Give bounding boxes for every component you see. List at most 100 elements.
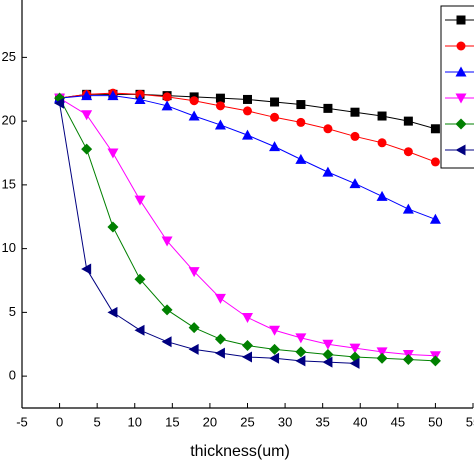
marker	[376, 347, 388, 358]
x-tick-label: 30	[278, 414, 292, 429]
series-line	[59, 103, 356, 364]
y-tick-label: 0	[9, 368, 16, 383]
x-axis-label: thickness(um)	[190, 443, 290, 460]
x-tick-label: 20	[203, 414, 217, 429]
marker	[349, 178, 361, 189]
marker	[429, 355, 441, 367]
marker	[107, 90, 119, 101]
x-tick-label: 25	[240, 414, 254, 429]
marker	[350, 131, 360, 141]
marker	[430, 124, 440, 134]
marker	[54, 92, 66, 104]
marker	[402, 203, 414, 214]
x-tick-label: 50	[428, 414, 442, 429]
marker	[107, 221, 119, 233]
marker	[54, 97, 65, 109]
marker	[134, 324, 145, 336]
marker	[377, 111, 387, 121]
marker	[349, 343, 361, 354]
marker	[188, 343, 199, 355]
marker	[214, 333, 226, 345]
marker	[269, 325, 281, 336]
marker	[189, 96, 199, 106]
x-tick-label: -5	[16, 414, 28, 429]
marker	[161, 100, 173, 111]
y-tick-label: 25	[2, 49, 16, 64]
marker	[455, 93, 467, 104]
marker	[323, 103, 333, 113]
marker	[403, 147, 413, 157]
marker	[295, 153, 307, 164]
marker	[322, 348, 334, 360]
marker	[214, 347, 225, 359]
marker	[455, 66, 467, 77]
marker	[376, 352, 388, 364]
x-tick-label: 0	[56, 414, 63, 429]
marker	[455, 118, 467, 130]
x-tick-label: 55	[466, 414, 474, 429]
marker	[242, 129, 253, 140]
marker	[188, 110, 200, 121]
marker	[402, 354, 414, 366]
marker	[107, 148, 119, 159]
marker	[295, 333, 307, 344]
y-tick-label: 10	[2, 240, 16, 255]
marker	[322, 356, 333, 368]
y-tick-label: 20	[2, 113, 16, 128]
marker	[215, 93, 225, 103]
marker	[161, 336, 172, 348]
marker	[134, 273, 146, 285]
marker	[270, 97, 280, 107]
marker	[376, 190, 388, 201]
marker	[161, 236, 173, 247]
x-tick-label: 10	[128, 414, 142, 429]
marker	[269, 141, 281, 152]
marker	[377, 138, 387, 148]
x-tick-label: 15	[165, 414, 179, 429]
marker	[295, 355, 306, 367]
marker	[269, 343, 281, 355]
marker	[349, 357, 360, 369]
x-tick-label: 5	[94, 414, 101, 429]
marker	[188, 267, 200, 278]
marker	[161, 304, 173, 316]
marker	[81, 143, 93, 155]
marker	[243, 94, 252, 104]
marker	[188, 322, 200, 334]
marker	[350, 107, 360, 117]
marker	[134, 93, 146, 104]
marker	[243, 106, 252, 116]
legend-box	[440, 5, 474, 169]
marker	[403, 116, 413, 126]
marker	[134, 195, 146, 206]
marker	[296, 100, 306, 110]
x-tick-label: 40	[353, 414, 367, 429]
marker	[323, 124, 333, 134]
y-tick-label: 5	[9, 304, 16, 319]
marker	[296, 117, 306, 127]
x-tick-label: 45	[391, 414, 405, 429]
marker	[107, 306, 118, 318]
marker	[214, 119, 226, 130]
marker	[214, 293, 226, 304]
x-tick-label: 35	[315, 414, 329, 429]
marker	[242, 340, 253, 352]
marker	[162, 92, 172, 102]
marker	[430, 157, 440, 167]
marker	[322, 339, 334, 350]
marker	[81, 110, 93, 121]
marker	[270, 112, 280, 122]
marker	[456, 15, 466, 25]
marker	[242, 351, 252, 363]
marker	[295, 346, 307, 358]
marker	[215, 101, 225, 111]
marker	[242, 312, 253, 323]
marker	[81, 90, 93, 101]
y-tick-label: 15	[2, 176, 16, 191]
marker	[456, 41, 466, 51]
marker	[322, 166, 334, 177]
marker	[269, 352, 280, 364]
marker	[455, 144, 466, 156]
marker	[429, 213, 441, 224]
